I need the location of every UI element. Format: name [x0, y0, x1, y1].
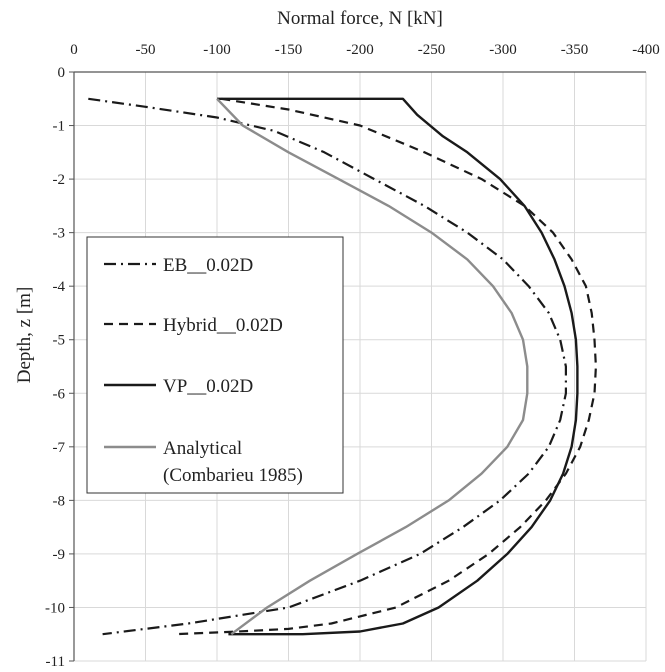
y-tick-label: -11 — [46, 654, 65, 670]
x-tick-label: 0 — [70, 42, 78, 58]
series-line-1 — [88, 97, 567, 636]
series-line-3 — [217, 97, 579, 636]
y-axis-title: Depth, z [m] — [14, 287, 35, 384]
legend-label-2: Hybrid__0.02D — [163, 315, 283, 336]
x-axis-title: Normal force, N [kN] — [277, 8, 443, 29]
axes: 0 -50 -100 -150 -200 -250 -300 -350 -400 0 -1 -2 -3 -… — [45, 42, 660, 670]
y-tick-label: -10 — [45, 600, 65, 616]
y-tick-label: -8 — [53, 493, 66, 509]
legend: EB__0.02D Hybrid__0.02D VP__0.02D Analytica… — [86, 236, 344, 494]
legend-label-3: VP__0.02D — [163, 376, 253, 397]
legend-label-4: (Combarieu 1985) — [163, 465, 303, 486]
y-tick-label: -1 — [53, 119, 66, 135]
legend-label-4: Analytical — [163, 438, 242, 459]
series-line-4 — [216, 97, 529, 636]
grid — [73, 71, 647, 662]
series-layer — [88, 97, 597, 636]
y-tick-label: -7 — [53, 440, 66, 456]
y-tick-label: 0 — [58, 65, 66, 81]
x-tick-label: -250 — [418, 42, 446, 58]
x-tick-label: -350 — [561, 42, 589, 58]
y-tick-label: -5 — [53, 333, 66, 349]
x-tick-label: -150 — [275, 42, 303, 58]
x-tick-label: -300 — [489, 42, 517, 58]
y-tick-label: -2 — [53, 172, 66, 188]
series-line-2 — [174, 97, 597, 636]
y-tick-label: -9 — [53, 547, 66, 563]
y-tick-label: -3 — [53, 226, 66, 242]
x-tick-label: -400 — [632, 42, 660, 58]
legend-label-1: EB__0.02D — [163, 255, 253, 276]
x-tick-label: -50 — [136, 42, 156, 58]
y-tick-label: -4 — [53, 279, 66, 295]
legend-box — [86, 236, 344, 494]
y-tick-label: -6 — [53, 386, 66, 402]
x-tick-label: -200 — [346, 42, 374, 58]
x-tick-label: -100 — [203, 42, 231, 58]
